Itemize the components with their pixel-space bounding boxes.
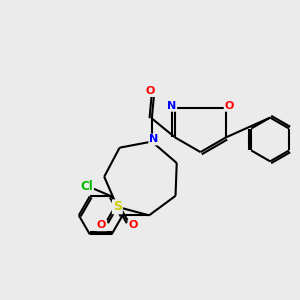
Text: O: O <box>145 86 154 96</box>
Text: N: N <box>149 134 159 145</box>
Text: O: O <box>128 220 138 230</box>
Text: Cl: Cl <box>80 180 93 193</box>
Text: O: O <box>97 220 106 230</box>
Text: N: N <box>167 101 176 111</box>
Text: S: S <box>113 200 122 213</box>
Text: O: O <box>225 101 234 111</box>
